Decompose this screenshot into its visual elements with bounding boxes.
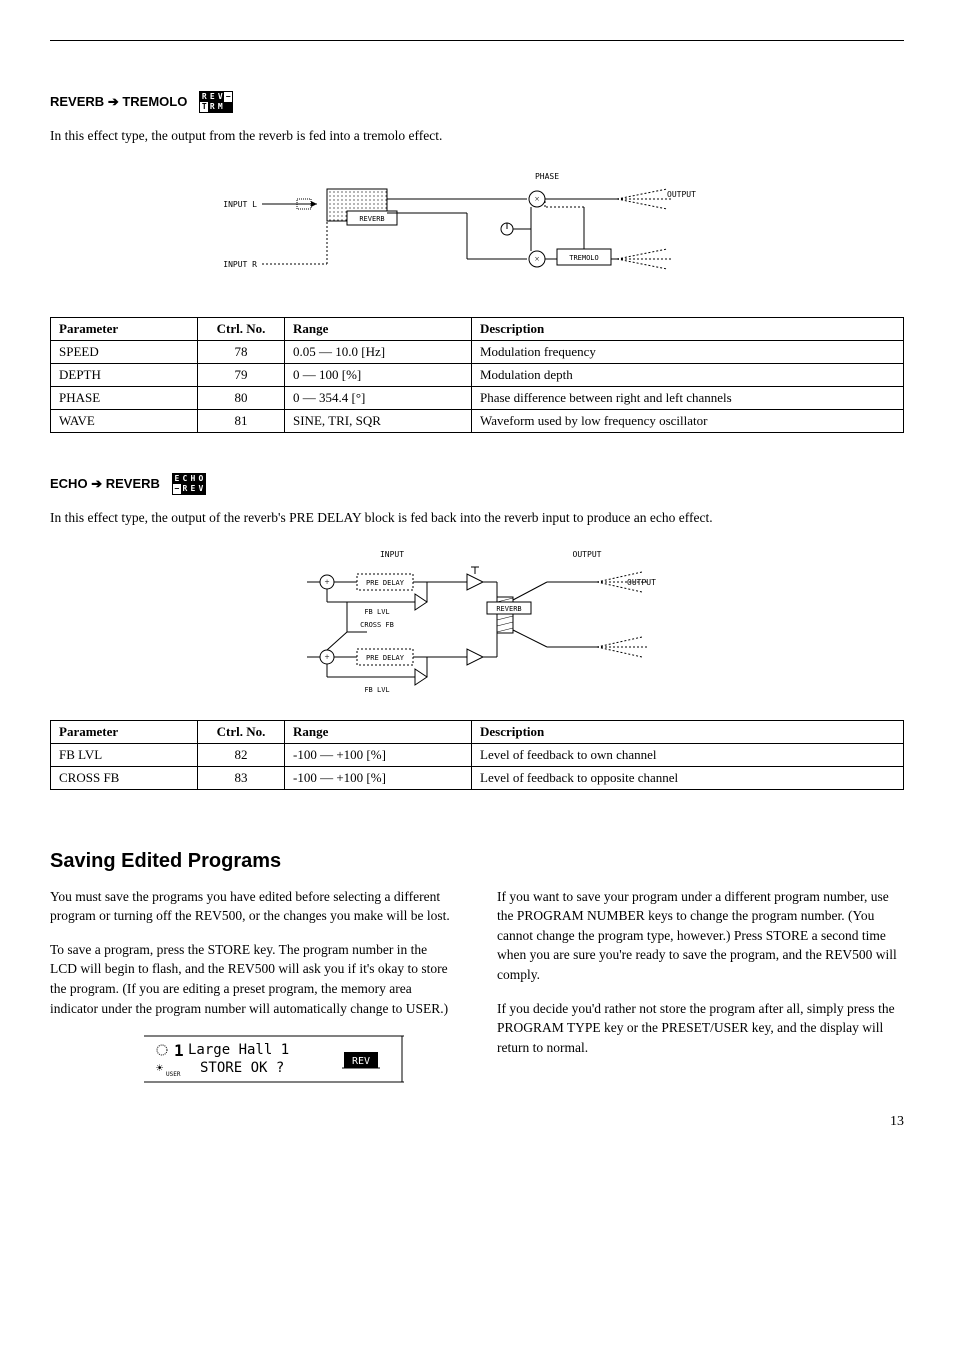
table-row: FB LVL82-100 — +100 [%]Level of feedback… (51, 743, 904, 766)
section1-title: REVERB ➔ TREMOLO (50, 94, 187, 110)
cell: 0.05 — 10.0 [Hz] (285, 341, 472, 364)
cell: Waveform used by low frequency oscillato… (472, 410, 904, 433)
cell: FB LVL (51, 743, 198, 766)
svg-text:×: × (534, 254, 539, 264)
echo-reverb-table: Parameter Ctrl. No. Range Description FB… (50, 720, 904, 790)
table-row: PHASE800 — 354.4 [°]Phase difference bet… (51, 387, 904, 410)
cell: 82 (198, 743, 285, 766)
saving-p2: To save a program, press the STORE key. … (50, 940, 457, 1018)
section2-title-b: REVERB (106, 476, 160, 491)
cell: 0 — 100 [%] (285, 364, 472, 387)
section1-title-b: TREMOLO (122, 94, 187, 109)
svg-text:+: + (324, 577, 329, 587)
arrow-icon: ➔ (91, 476, 102, 491)
echo-reverb-diagram: INPUT OUTPUT + PRE DELAY REVERB OUTPUT F… (50, 542, 904, 702)
cell: -100 — +100 [%] (285, 743, 472, 766)
th-desc: Description (472, 318, 904, 341)
saving-col-left: You must save the programs you have edit… (50, 887, 457, 1084)
saving-p1: You must save the programs you have edit… (50, 887, 457, 926)
cell: WAVE (51, 410, 198, 433)
lcd-badge: REV (351, 1056, 369, 1067)
cell: SINE, TRI, SQR (285, 410, 472, 433)
label-crossfb: CROSS FB (360, 621, 394, 629)
label-input-l: INPUT L (223, 200, 257, 209)
th-parameter: Parameter (51, 720, 198, 743)
section2-title: ECHO ➔ REVERB (50, 476, 160, 492)
svg-text:+: + (324, 652, 329, 662)
label-fblvl2: FB LVL (364, 686, 389, 694)
cell: 79 (198, 364, 285, 387)
cell: 0 — 354.4 [°] (285, 387, 472, 410)
label-reverb2: REVERB (496, 605, 521, 613)
saving-columns: You must save the programs you have edit… (50, 887, 904, 1084)
cell: DEPTH (51, 364, 198, 387)
lcd-line1: Large Hall 1 (188, 1042, 289, 1058)
cell: 81 (198, 410, 285, 433)
label-phase: PHASE (535, 172, 559, 181)
reverb-tremolo-header: REVERB ➔ TREMOLO REV− TRM (50, 91, 904, 113)
table-row: SPEED780.05 — 10.0 [Hz]Modulation freque… (51, 341, 904, 364)
echo-reverb-header: ECHO ➔ REVERB ECHO −REV (50, 473, 904, 495)
lcd-preset: 1 (174, 1041, 184, 1060)
th-range: Range (285, 318, 472, 341)
label-input-r: INPUT R (223, 260, 257, 269)
th-parameter: Parameter (51, 318, 198, 341)
table-row: WAVE81SINE, TRI, SQRWaveform used by low… (51, 410, 904, 433)
lcd-icon-echo-rev: ECHO −REV (172, 473, 206, 495)
saving-p3: If you want to save your program under a… (497, 887, 904, 985)
label-fblvl: FB LVL (364, 608, 389, 616)
section1-title-a: REVERB (50, 94, 104, 109)
svg-text:PRE DELAY: PRE DELAY (366, 654, 405, 662)
lcd-line2: STORE OK ? (200, 1060, 284, 1076)
th-ctrl: Ctrl. No. (198, 318, 285, 341)
arrow-icon: ➔ (108, 94, 119, 109)
reverb-tremolo-diagram: INPUT L INPUT R REVERB PHASE × × TREMOLO… (50, 159, 904, 299)
cell: PHASE (51, 387, 198, 410)
section2-title-a: ECHO (50, 476, 88, 491)
label-reverb: REVERB (359, 215, 384, 223)
cell: 83 (198, 766, 285, 789)
cell: CROSS FB (51, 766, 198, 789)
cell: Level of feedback to opposite channel (472, 766, 904, 789)
svg-text:×: × (534, 194, 539, 204)
page-number: 13 (50, 1114, 904, 1130)
svg-text:☀: ☀ (156, 1061, 164, 1075)
label-pre-delay: PRE DELAY (366, 579, 405, 587)
label-input: INPUT (380, 550, 404, 559)
cell: 80 (198, 387, 285, 410)
lcd-user-label: USER (166, 1071, 181, 1078)
reverb-tremolo-table: Parameter Ctrl. No. Range Description SP… (50, 317, 904, 433)
section2-intro: In this effect type, the output of the r… (50, 509, 904, 528)
cell: Modulation frequency (472, 341, 904, 364)
table-row: DEPTH790 — 100 [%]Modulation depth (51, 364, 904, 387)
cell: Phase difference between right and left … (472, 387, 904, 410)
cell: Level of feedback to own channel (472, 743, 904, 766)
th-ctrl: Ctrl. No. (198, 720, 285, 743)
lcd-icon-rev-trm: REV− TRM (199, 91, 233, 113)
cell: SPEED (51, 341, 198, 364)
cell: 78 (198, 341, 285, 364)
cell: -100 — +100 [%] (285, 766, 472, 789)
saving-col-right: If you want to save your program under a… (497, 887, 904, 1084)
saving-heading: Saving Edited Programs (50, 850, 904, 873)
table-row: CROSS FB83-100 — +100 [%]Level of feedba… (51, 766, 904, 789)
section1-intro: In this effect type, the output from the… (50, 127, 904, 146)
top-rule (50, 40, 904, 41)
label-output2: OUTPUT (573, 550, 602, 559)
label-tremolo: TREMOLO (569, 254, 599, 262)
th-range: Range (285, 720, 472, 743)
saving-p4: If you decide you'd rather not store the… (497, 999, 904, 1058)
cell: Modulation depth (472, 364, 904, 387)
lcd-store-display: ☀ 1 USER Large Hall 1 STORE OK ? REV (50, 1034, 457, 1084)
th-desc: Description (472, 720, 904, 743)
label-output: OUTPUT (667, 190, 696, 199)
